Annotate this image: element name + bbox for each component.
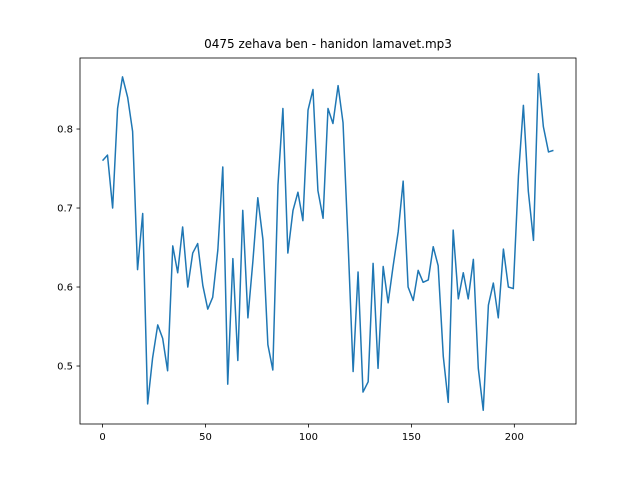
y-tick-label: 0.6 [57,283,73,294]
y-tick-label: 0.5 [57,362,73,373]
chart-title: 0475 zehava ben - hanidon lamavet.mp3 [204,37,452,51]
x-tick-label: 0 [99,432,105,443]
y-tick-label: 0.7 [57,204,73,215]
x-tick-label: 50 [199,432,212,443]
x-tick-label: 100 [299,432,318,443]
x-tick-label: 200 [505,432,524,443]
x-tick-label: 150 [402,432,421,443]
data-line [101,72,554,412]
y-tick-label: 0.8 [57,125,73,136]
plot-frame [79,57,577,425]
